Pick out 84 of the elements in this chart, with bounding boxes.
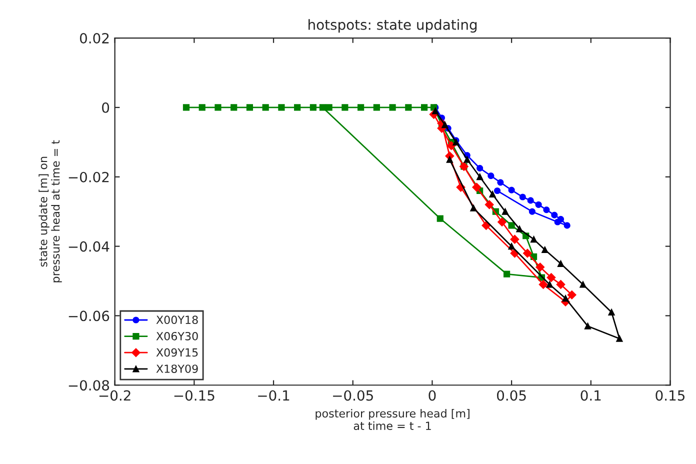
point [510,234,520,244]
point [278,104,285,111]
point [319,104,326,111]
x-tick-label: 0.1 [580,390,601,401]
point [536,262,545,272]
point [420,104,428,111]
point [557,260,564,267]
point [488,172,494,180]
point [484,200,494,210]
point [476,164,484,172]
point [527,197,534,204]
point [373,104,380,111]
y-tick-label: −0.02 [68,172,109,182]
point [508,222,515,229]
y-tick-label: 0 [102,102,110,113]
point [436,215,444,222]
point [489,190,496,198]
point [608,308,615,316]
point [246,104,254,111]
point [294,104,301,111]
point [538,280,548,289]
point [405,104,412,111]
point [567,290,576,300]
point [476,174,484,180]
point [551,212,558,218]
point [432,108,439,114]
point [543,206,550,214]
legend-label: X18Y09 [156,364,198,373]
point [497,179,504,186]
y-tick-label: −0.06 [68,310,110,322]
point [442,122,448,128]
point [502,208,509,215]
point [494,187,501,194]
point [446,141,456,150]
point [504,270,510,278]
x-tick-label: 0 [428,390,436,401]
point [564,222,570,229]
point [584,322,592,330]
point [358,104,364,111]
point [556,280,566,289]
y-tick-label: 0.02 [80,33,109,44]
point [535,201,542,208]
y-tick-label: −0.08 [68,380,110,391]
point [519,194,526,200]
chart-title: hotspots: state updating [308,19,477,33]
x-tick-label: −0.05 [333,390,373,401]
x-tick-label: 0.05 [497,390,526,401]
point [616,335,623,342]
point [310,104,316,111]
point [214,104,222,111]
point [470,204,477,212]
point [542,246,548,254]
point [464,156,470,163]
point [580,281,586,288]
x-tick-label: −0.2 [99,390,130,401]
point [562,295,569,302]
point [230,104,238,111]
x-tick-label: 0.15 [656,390,684,401]
y-tick-label: −0.04 [68,241,110,252]
x-tick-label: −0.15 [174,390,214,401]
point [528,208,536,215]
point [446,156,453,163]
point [508,186,515,194]
point [389,104,396,111]
point [546,273,556,282]
point [198,104,206,111]
point [554,218,561,226]
point [342,104,348,111]
x-axis-title: posterior pressure head [m] at time = t - 1 [316,408,470,430]
point [498,218,506,226]
point [182,104,190,111]
x-tick-label: −0.1 [258,390,290,401]
legend-label: X06Y30 [156,332,198,340]
legend-label: X00Y18 [156,316,198,324]
y-axis-title: state update [m] on pressure head at time = t [38,140,62,282]
point [472,182,482,192]
point [516,226,523,232]
legend-label: X09Y15 [156,348,198,357]
point [530,236,538,243]
point [326,104,332,111]
point [522,248,532,258]
point [508,242,515,250]
point [262,104,269,111]
point [546,281,553,288]
